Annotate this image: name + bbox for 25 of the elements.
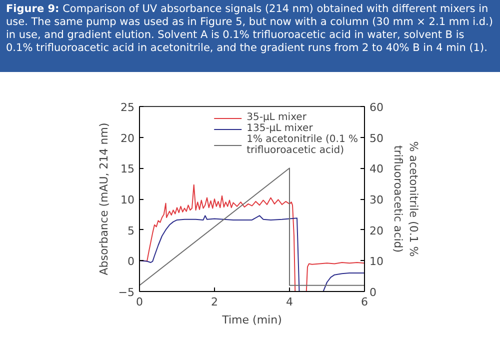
x-tick-label: 2 bbox=[211, 296, 218, 308]
y-tick-label: 0 bbox=[128, 255, 134, 268]
y2-axis-title: % acetonitrile (0.1 % trifluoroacetic acid) bbox=[391, 141, 420, 257]
y-tick-label: −5 bbox=[118, 286, 135, 299]
y2-tick-label: 30 bbox=[370, 194, 384, 206]
x-tick-label: 0 bbox=[136, 296, 143, 308]
legend-label: 35-μL mixer bbox=[246, 112, 306, 123]
x-tick-label: 4 bbox=[286, 296, 293, 308]
y2-tick-label: 20 bbox=[370, 224, 384, 238]
y-tick-label: 25 bbox=[120, 101, 135, 114]
legend-label: 1% acetonitrile (0.1 % trifluoroacetic acid) bbox=[246, 134, 358, 156]
y2-tick-label: 60 bbox=[370, 101, 384, 114]
y-tick-label: 5 bbox=[128, 224, 134, 238]
x-tick-label: 6 bbox=[361, 296, 368, 308]
legend-label: 135-μL mixer bbox=[246, 123, 313, 134]
y2-tick-label: 50 bbox=[370, 132, 384, 145]
x-axis-title: Time (min) bbox=[221, 314, 282, 326]
y-tick-label: 15 bbox=[120, 162, 135, 176]
y-axis-title: Absorbance (mAU, 214 nm) bbox=[97, 122, 110, 276]
y2-tick-label: 40 bbox=[370, 162, 384, 176]
y-tick-label: 10 bbox=[120, 194, 135, 206]
chart-title: Figure 9: Comparison of UV absorbance signals (214 nm) obtained with different mixers in use. The same pump was used as in Figure 5, but now with a column (30 mm × 2.1 mm i.d.) in use, and gradient elution. Solvent A is 0.1% trifluoroacetic acid in water, solvent B is 0.1% trifluoroacetic acid in acetonitrile, and the gradient runs from 2 to 40% B in 4 min (1). bbox=[6, 3, 494, 55]
y2-tick-label: 10 bbox=[370, 255, 384, 268]
y-tick-label: 20 bbox=[120, 132, 135, 145]
y2-tick-label: 0 bbox=[370, 286, 376, 299]
